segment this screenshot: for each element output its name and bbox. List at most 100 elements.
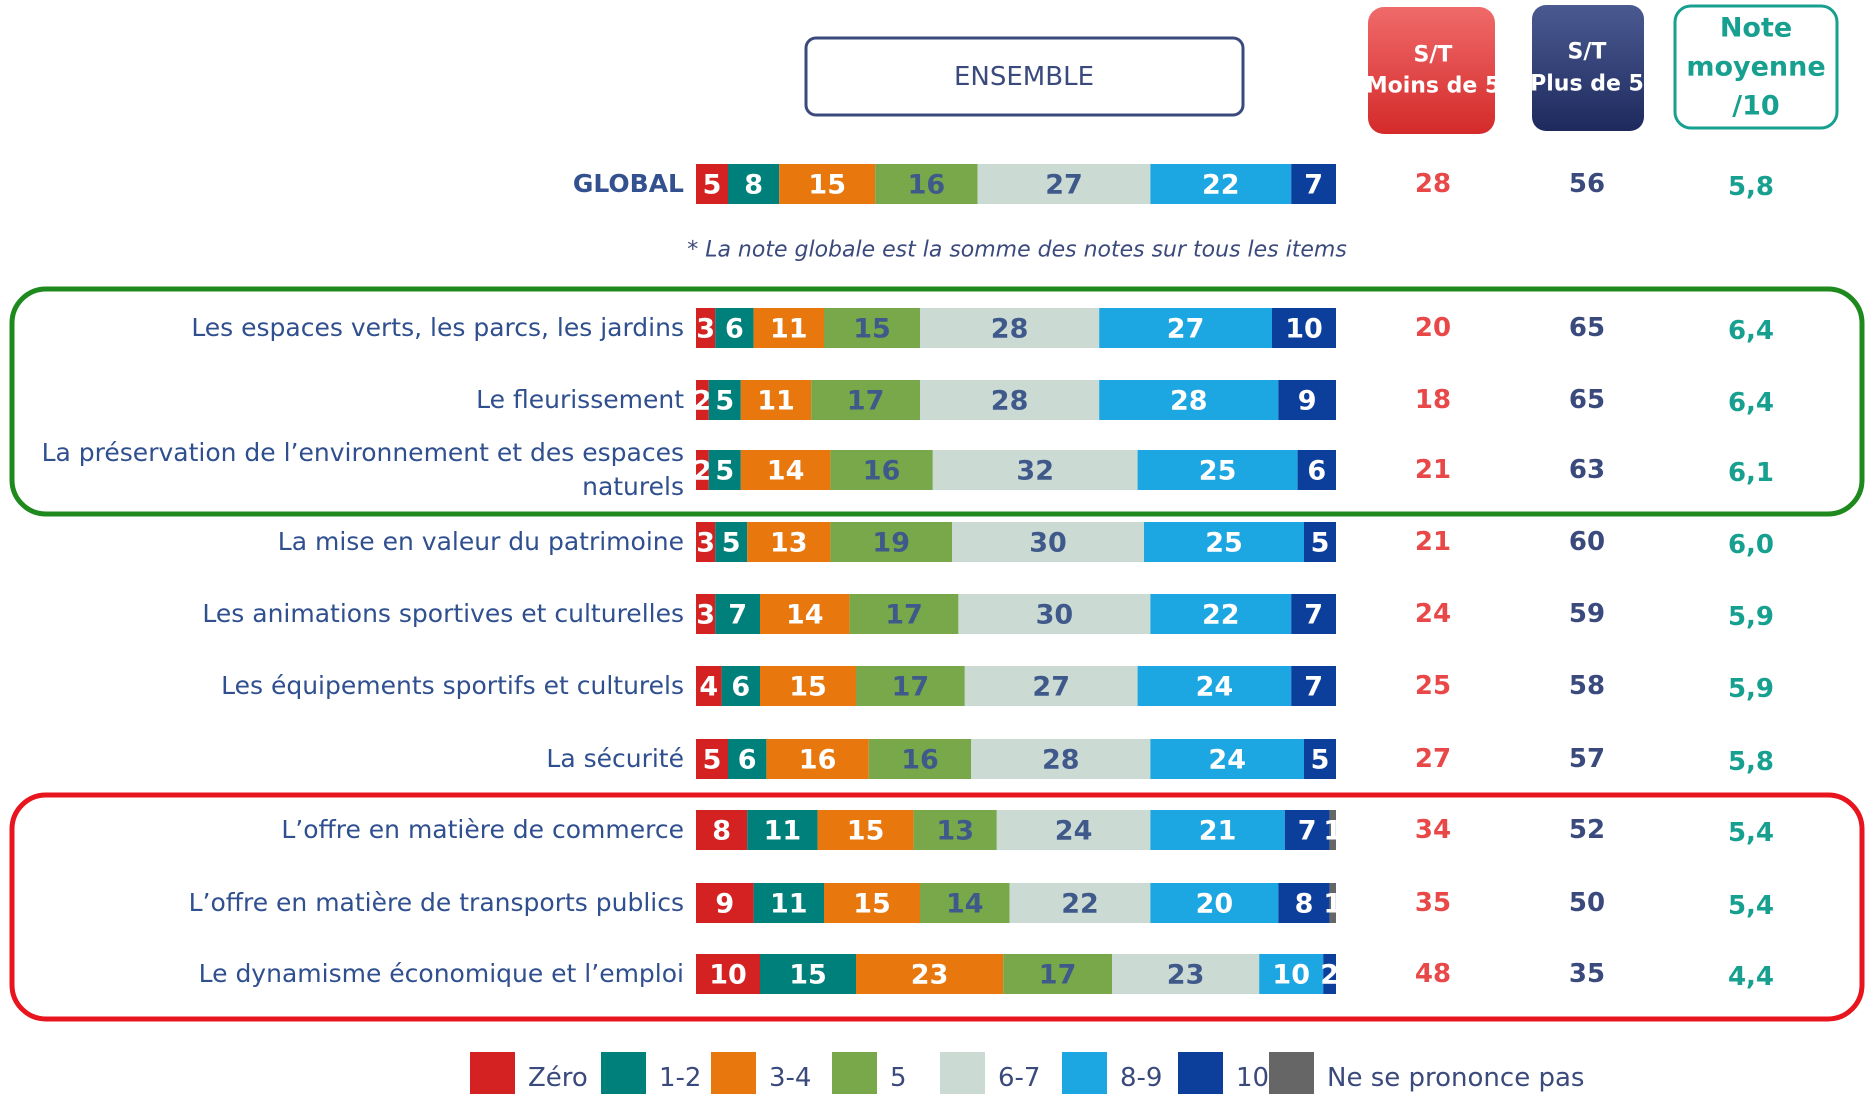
bar-segment <box>1144 522 1304 562</box>
data-label: 28 <box>1042 745 1080 776</box>
column-value: 5,4 <box>1728 891 1774 921</box>
column-value: 65 <box>1569 385 1605 415</box>
column-value: 18 <box>1415 385 1451 415</box>
data-label: 5 <box>703 170 722 201</box>
column-value: 6,0 <box>1728 530 1774 560</box>
bar-segment <box>696 522 716 562</box>
header-box <box>804 36 1245 117</box>
bar-segment <box>1150 164 1292 204</box>
bar-segment <box>747 810 818 850</box>
data-label: 5 <box>715 386 734 417</box>
legend-swatch <box>940 1052 985 1094</box>
bar-segment <box>824 883 920 923</box>
category-label: L’offre en matière de commerce <box>281 815 684 844</box>
data-label: 30 <box>1029 528 1067 559</box>
data-label: 16 <box>863 456 901 487</box>
column-value: 60 <box>1569 527 1605 557</box>
data-label: 27 <box>1032 672 1070 703</box>
bar-segment <box>1150 883 1279 923</box>
bar-segment <box>740 450 831 490</box>
legend-swatch <box>832 1052 877 1094</box>
data-label: 22 <box>1202 170 1240 201</box>
bar-segment <box>952 522 1144 562</box>
legend-swatch <box>711 1052 756 1094</box>
data-label: 24 <box>1055 816 1093 847</box>
data-label: 20 <box>1196 889 1234 920</box>
column-value: 5,9 <box>1728 602 1774 632</box>
data-label: 17 <box>885 600 923 631</box>
bar-segment <box>856 954 1004 994</box>
bar-segment <box>766 739 869 779</box>
data-label: 2 <box>693 386 712 417</box>
bar-segment <box>971 739 1151 779</box>
bar-segment <box>824 308 920 348</box>
bar-segment <box>696 954 760 994</box>
bar-segment <box>760 594 850 634</box>
bar-segment <box>1137 450 1298 490</box>
column-header: moyenne <box>1686 52 1825 83</box>
bar-segment <box>696 308 716 348</box>
data-label: 27 <box>1045 170 1083 201</box>
column-value: 65 <box>1569 313 1605 343</box>
data-label: 23 <box>1167 960 1205 991</box>
bar-segment <box>811 380 920 420</box>
data-label: 24 <box>1196 672 1234 703</box>
category-label: Le fleurissement <box>476 385 684 414</box>
data-label: 7 <box>1304 170 1323 201</box>
data-label: 14 <box>946 889 984 920</box>
data-label: 8 <box>712 816 731 847</box>
column-header: Plus de 5 <box>1530 72 1644 97</box>
data-label: 15 <box>808 170 846 201</box>
bar-segment <box>920 883 1010 923</box>
category-label: Les équipements sportifs et culturels <box>221 671 684 700</box>
column-value: 59 <box>1569 599 1605 629</box>
bar-segment <box>708 380 741 420</box>
data-label: 5 <box>1311 745 1330 776</box>
bar-segment <box>1099 380 1279 420</box>
data-label: 8 <box>1295 889 1314 920</box>
bar-segment <box>920 308 1100 348</box>
footnote: * La note globale est la somme des notes… <box>687 238 1347 263</box>
bar-segment <box>696 739 728 779</box>
bar-segment <box>964 666 1138 706</box>
column-header-box <box>1532 5 1644 131</box>
legend-swatch <box>1269 1052 1314 1094</box>
column-header: S/T <box>1568 40 1607 65</box>
data-label: 9 <box>1298 386 1317 417</box>
data-label: 17 <box>892 672 930 703</box>
bar-segment <box>1284 810 1330 850</box>
bar-segment <box>696 450 709 490</box>
data-label: 15 <box>847 816 885 847</box>
bar-segment <box>1150 739 1304 779</box>
data-label: 28 <box>1170 386 1208 417</box>
column-value: 50 <box>1569 888 1605 918</box>
bar-segment <box>1329 883 1336 923</box>
data-label: 10 <box>709 960 747 991</box>
column-value: 5,4 <box>1728 818 1774 848</box>
bar-segment <box>715 594 760 634</box>
bar-segment <box>1099 308 1272 348</box>
column-value: 25 <box>1415 671 1451 701</box>
data-label: 22 <box>1202 600 1240 631</box>
data-label: 16 <box>901 745 939 776</box>
column-header-box <box>1368 7 1495 134</box>
data-label: 28 <box>991 386 1029 417</box>
column-value: 6,1 <box>1728 458 1774 488</box>
bar-segment <box>696 380 709 420</box>
bar-segment <box>849 594 959 634</box>
column-header: Moins de 5 <box>1366 74 1501 99</box>
data-label: 14 <box>767 456 805 487</box>
data-label: 23 <box>911 960 949 991</box>
data-label: 14 <box>786 600 824 631</box>
column-value: 35 <box>1415 888 1451 918</box>
column-value: 34 <box>1415 815 1451 845</box>
bar-segment <box>760 954 856 994</box>
legend-label: 5 <box>890 1063 907 1093</box>
data-label: 30 <box>1036 600 1074 631</box>
data-label: 9 <box>715 889 734 920</box>
bar-segment <box>868 739 972 779</box>
bar-segment <box>920 380 1100 420</box>
data-label: 5 <box>722 528 741 559</box>
bar-segment <box>1291 164 1336 204</box>
bar-segment <box>721 666 760 706</box>
